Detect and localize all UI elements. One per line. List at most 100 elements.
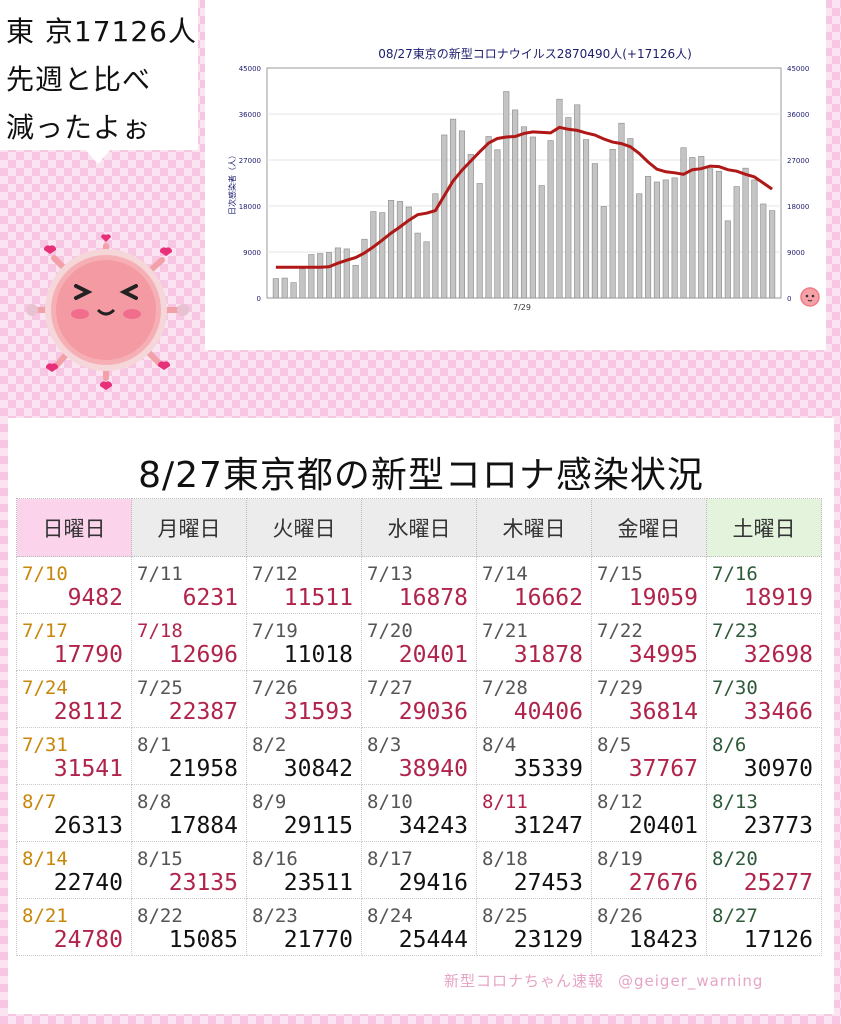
bar [272, 278, 279, 299]
day-count: 29416 [398, 870, 468, 896]
day-cell: 7/31 31541 [16, 727, 132, 785]
day-count: 21770 [283, 927, 353, 953]
coronavirus-mascot-icon [14, 228, 204, 404]
day-count: 9482 [67, 585, 123, 611]
bar [520, 126, 528, 299]
bar [760, 203, 767, 299]
bar [343, 248, 350, 299]
bar [618, 122, 625, 299]
bar [636, 193, 643, 299]
day-date: 7/30 [712, 677, 758, 699]
day-date: 7/22 [597, 620, 643, 642]
day-date: 8/27 [712, 905, 758, 927]
day-cell: 8/22 15085 [131, 898, 247, 956]
week-row: 7/24 28112 7/25 22387 7/26 31593 7/27 29036 7/28… [16, 670, 822, 728]
day-count: 34995 [628, 642, 698, 668]
day-cell: 7/28 40406 [476, 670, 592, 728]
y-tick-right: 9000 [787, 249, 805, 257]
day-cell: 8/2 30842 [246, 727, 362, 785]
day-date: 8/7 [22, 791, 57, 813]
header-saturday: 土曜日 [706, 498, 822, 557]
day-cell: 8/13 23773 [706, 784, 822, 842]
day-cell: 8/7 26313 [16, 784, 132, 842]
bar [742, 167, 749, 299]
y-tick-right: 36000 [787, 111, 809, 119]
day-count: 33466 [743, 699, 813, 725]
day-date: 8/24 [367, 905, 413, 927]
bar [396, 201, 403, 299]
header-friday: 金曜日 [591, 498, 707, 557]
day-count: 17884 [168, 813, 238, 839]
bar [627, 138, 634, 299]
day-date: 8/5 [597, 734, 632, 756]
day-count: 29036 [398, 699, 468, 725]
day-date: 8/21 [22, 905, 68, 927]
day-cell: 7/14 16662 [476, 556, 592, 614]
day-count: 11511 [283, 585, 353, 611]
day-date: 8/18 [482, 848, 528, 870]
day-date: 8/19 [597, 848, 643, 870]
day-cell: 7/26 31593 [246, 670, 362, 728]
day-count: 21958 [168, 756, 238, 782]
day-count: 18423 [628, 927, 698, 953]
day-count: 27453 [513, 870, 583, 896]
day-cell: 8/25 23129 [476, 898, 592, 956]
day-count: 36814 [628, 699, 698, 725]
bar [529, 136, 536, 299]
day-date: 8/17 [367, 848, 413, 870]
day-count: 24780 [53, 927, 123, 953]
day-date: 8/16 [252, 848, 298, 870]
day-cell: 7/29 36814 [591, 670, 707, 728]
bar [458, 130, 466, 299]
day-count: 17126 [743, 927, 813, 953]
week-row: 7/10 9482 7/11 6231 7/12 11511 7/13 16878 7/14 16… [16, 556, 822, 614]
day-cell: 8/1 21958 [131, 727, 247, 785]
day-count: 17790 [53, 642, 123, 668]
day-cell: 7/13 16878 [361, 556, 477, 614]
table-title: 8/27東京都の新型コロナ感染状況 [138, 455, 704, 496]
day-date: 8/23 [252, 905, 298, 927]
day-count: 23511 [283, 870, 353, 896]
day-date: 8/13 [712, 791, 758, 813]
day-date: 7/31 [22, 734, 68, 756]
bottom-panel: 8/27東京都の新型コロナ感染状況 日曜日 月曜日 火曜日 水曜日 木曜日 金曜… [8, 418, 834, 1014]
day-cell: 7/27 29036 [361, 670, 477, 728]
day-cell: 8/5 37767 [591, 727, 707, 785]
day-cell: 7/30 33466 [706, 670, 822, 728]
day-date: 7/18 [137, 620, 183, 642]
day-date: 7/23 [712, 620, 758, 642]
bar [414, 232, 421, 299]
day-date: 7/12 [252, 563, 298, 585]
day-cell: 7/12 11511 [246, 556, 362, 614]
day-count: 20401 [628, 813, 698, 839]
day-cell: 8/16 23511 [246, 841, 362, 899]
day-count: 31878 [513, 642, 583, 668]
day-count: 16878 [398, 585, 468, 611]
day-count: 29115 [283, 813, 353, 839]
calendar-table: 日曜日 月曜日 火曜日 水曜日 木曜日 金曜日 土曜日 7/10 9482 7/11… [16, 498, 822, 956]
bar [565, 117, 572, 299]
day-count: 35339 [513, 756, 583, 782]
header-sunday: 日曜日 [16, 498, 132, 557]
day-date: 8/12 [597, 791, 643, 813]
bar [556, 98, 563, 299]
day-count: 34243 [398, 813, 468, 839]
day-date: 8/26 [597, 905, 643, 927]
day-count: 23135 [168, 870, 238, 896]
chart-box: 08/27東京の新型コロナウイルス2870490人(+17126人) 0 0 900… [205, 0, 826, 350]
bar [689, 157, 696, 299]
chart-title: 08/27東京の新型コロナウイルス2870490人(+17126人) [378, 46, 692, 61]
day-date: 7/16 [712, 563, 758, 585]
y-tick-right: 18000 [787, 203, 809, 211]
day-count: 20401 [398, 642, 468, 668]
bar [467, 154, 474, 299]
bar [662, 179, 669, 299]
bar [299, 268, 306, 299]
y-tick-left: 9000 [243, 249, 261, 257]
day-count: 32698 [743, 642, 813, 668]
day-count: 25444 [398, 927, 468, 953]
day-cell: 8/12 20401 [591, 784, 707, 842]
day-count: 15085 [168, 927, 238, 953]
day-cell: 7/19 11018 [246, 613, 362, 671]
top-panel: 東 京17126人 先週と比べ 減ったよぉ 08/27東京の新型コロナウイルス2… [0, 0, 826, 390]
